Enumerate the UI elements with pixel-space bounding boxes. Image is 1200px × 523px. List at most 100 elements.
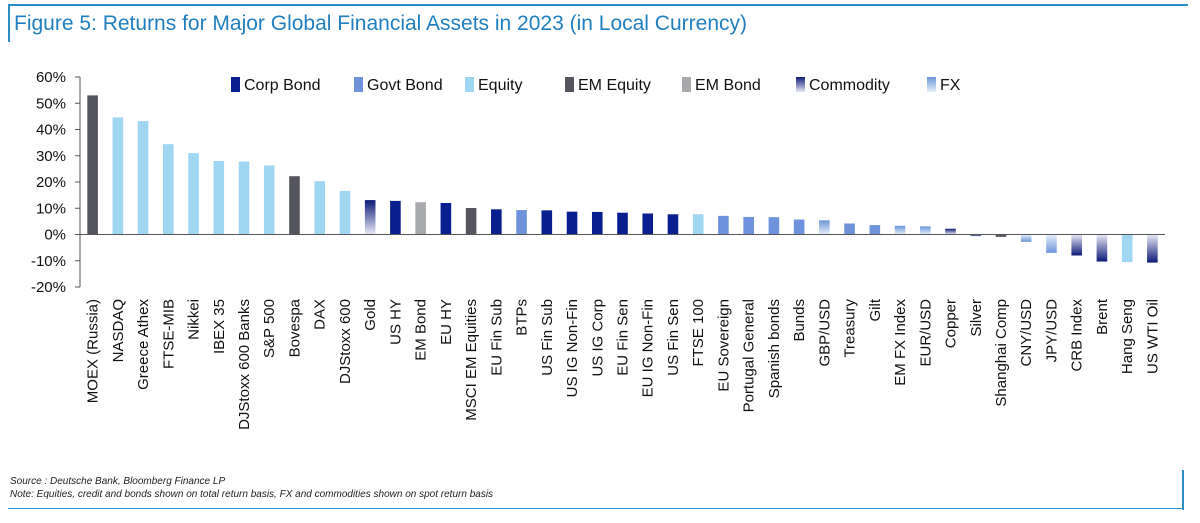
bar xyxy=(894,225,906,235)
bar xyxy=(793,219,805,235)
x-tick-label: Gold xyxy=(362,299,379,331)
legend-swatch xyxy=(465,77,474,92)
legend-swatch xyxy=(682,77,691,92)
x-tick-label: NASDAQ xyxy=(110,299,127,362)
bar xyxy=(945,228,956,235)
x-tick-label: Greece Athex xyxy=(135,299,152,390)
x-tick-label: Gilt xyxy=(867,298,884,321)
bar xyxy=(566,211,578,235)
bar xyxy=(390,200,401,235)
x-tick-label: Nikkei xyxy=(186,299,203,340)
y-tick-label: -10% xyxy=(31,253,66,270)
bar xyxy=(1071,234,1082,256)
x-tick-label: Silver xyxy=(968,299,985,337)
bar xyxy=(440,203,452,235)
x-tick-label: CRB Index xyxy=(1069,299,1086,372)
y-axis: -20% -10% 0% 10% 20% 30% 40% 50% 60% xyxy=(31,69,81,296)
x-tick-label: S&P 500 xyxy=(261,299,278,358)
bar xyxy=(465,207,477,235)
legend-label: Govt Bond xyxy=(367,77,443,94)
bar xyxy=(188,153,199,235)
legend-label: EM Equity xyxy=(578,77,651,94)
bar xyxy=(339,190,351,235)
x-tick-label: EU HY xyxy=(438,299,455,345)
bar-chart: -20% -10% 0% 10% 20% 30% 40% 50% 60% MOEX (Russi… xyxy=(31,69,1165,430)
legend-label: Equity xyxy=(478,77,522,94)
x-tick-label: Copper xyxy=(943,299,960,348)
frame-bottom-border xyxy=(8,508,1184,509)
bar xyxy=(541,210,553,235)
bar xyxy=(743,216,754,235)
bar xyxy=(692,214,704,235)
x-tick-label: DAX xyxy=(312,299,329,330)
x-tick-label: US WTI Oil xyxy=(1144,299,1161,374)
x-tick-label: US IG Non-Fin xyxy=(564,299,581,397)
x-tick-label: EU Fin Sub xyxy=(488,299,505,376)
y-tick-label: 60% xyxy=(36,69,66,86)
legend-swatch xyxy=(796,77,805,92)
x-tick-label: Bunds xyxy=(791,299,808,342)
bar xyxy=(591,211,603,235)
y-tick-label: 0% xyxy=(44,227,66,244)
x-tick-label: EUR/USD xyxy=(917,299,934,367)
y-tick-label: -20% xyxy=(31,279,66,296)
bar xyxy=(667,214,679,235)
x-tick-label: FTSE-MIB xyxy=(160,299,177,369)
x-tick-label: US HY xyxy=(387,299,404,345)
x-tick-label: EU Fin Sen xyxy=(615,299,632,376)
bar xyxy=(289,176,300,235)
x-tick-label: EM Bond xyxy=(413,299,430,361)
bar xyxy=(1096,234,1108,262)
x-tick-label: US Fin Sub xyxy=(539,299,556,376)
x-tick-label: Brent xyxy=(1094,298,1111,335)
x-tick-label: Treasury xyxy=(842,299,859,358)
x-tick-label: JPY/USD xyxy=(1043,299,1060,363)
footnote: Note: Equities, credit and bonds shown o… xyxy=(10,489,494,500)
bar xyxy=(617,212,628,235)
bar xyxy=(819,220,830,235)
bar xyxy=(112,117,124,235)
x-tick-label: GBP/USD xyxy=(816,299,833,367)
bar xyxy=(137,121,149,235)
x-tick-label: US Fin Sen xyxy=(665,299,682,376)
x-tick-label: Spanish bonds xyxy=(766,299,783,398)
bar xyxy=(213,161,225,235)
bars-group xyxy=(87,95,1158,263)
y-tick-label: 30% xyxy=(36,148,66,165)
bar xyxy=(87,95,98,235)
x-tick-label: MSCI EM Equities xyxy=(463,299,480,421)
bar xyxy=(163,144,174,235)
bar xyxy=(238,161,250,235)
y-tick-label: 20% xyxy=(36,174,66,191)
bar xyxy=(491,209,502,235)
chart-title: Figure 5: Returns for Major Global Finan… xyxy=(14,12,747,35)
legend-label: Corp Bond xyxy=(244,77,321,94)
x-tick-label: Portugal General xyxy=(741,299,758,412)
bar xyxy=(844,223,855,235)
bar xyxy=(1121,234,1133,263)
x-tick-label: DJStoxx 600 xyxy=(337,299,354,384)
x-tick-label: IBEX 35 xyxy=(211,299,228,354)
x-tick-label: MOEX (Russia) xyxy=(85,299,102,403)
bar xyxy=(768,217,780,235)
x-tick-label: EU IG Non-Fin xyxy=(640,299,657,397)
y-tick-label: 10% xyxy=(36,200,66,217)
x-tick-label: Bovespa xyxy=(286,298,303,357)
source-note: Source : Deutsche Bank, Bloomberg Financ… xyxy=(10,476,226,487)
x-tick-label: FTSE 100 xyxy=(690,299,707,367)
legend-swatch xyxy=(565,77,574,92)
legend-swatch xyxy=(354,77,363,92)
x-tick-label: EM FX Index xyxy=(892,299,909,386)
bar xyxy=(364,200,376,235)
x-tick-label: Shanghai Comp xyxy=(993,299,1010,407)
bar xyxy=(869,225,881,235)
bar xyxy=(995,234,1007,237)
x-tick-label: CNY/USD xyxy=(1018,299,1035,367)
legend-label: EM Bond xyxy=(695,77,761,94)
bar xyxy=(970,234,982,237)
bar xyxy=(314,181,326,235)
x-tick-label: EU Sovereign xyxy=(715,299,732,392)
frame-left-border xyxy=(8,4,10,42)
legend-label: Commodity xyxy=(809,77,890,94)
bar xyxy=(1046,234,1057,253)
